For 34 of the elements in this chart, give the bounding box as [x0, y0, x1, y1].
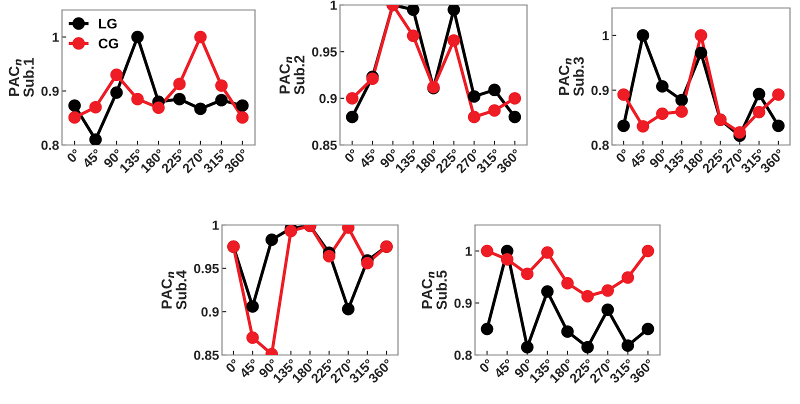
x-tick-label: 0° — [225, 358, 240, 374]
x-tick-label: 45° — [629, 148, 650, 169]
y-tick-label: 0.85 — [312, 140, 337, 150]
y-axis-title: PAC$_{n}$ Sub.4 — [161, 270, 186, 310]
y-tick-label: 1 — [52, 32, 59, 42]
y-tick-label: 1 — [330, 0, 337, 10]
x-tick-label: 45° — [82, 148, 102, 169]
x-tick-label: 45° — [493, 358, 514, 379]
y-tick-label: 0.9 — [201, 307, 219, 317]
y-tick-label: 1 — [466, 246, 472, 256]
y-tick-label: 1 — [212, 220, 219, 230]
y-tick-label: 1 — [602, 31, 609, 40]
y-axis-title: PAC$_{n}$ Sub.5 — [422, 270, 447, 310]
x-tick-label: 0° — [478, 358, 494, 374]
y-axis-title: PAC$_{n}$ Sub.1 — [8, 58, 34, 97]
y-tick-label: 0.9 — [591, 86, 609, 96]
y-tick-label: 0.8 — [41, 140, 59, 150]
y-axis-title: PAC$_{n}$ Sub.2 — [279, 56, 304, 94]
y-tick-label: 0.85 — [194, 350, 219, 360]
x-tick-label: 45° — [358, 148, 379, 169]
legend-label: LG — [99, 18, 117, 29]
x-tick-label: 45° — [238, 358, 260, 379]
x-tick-label: 0° — [66, 148, 82, 164]
y-tick-label: 0.8 — [591, 140, 609, 150]
x-tick-label: 0° — [344, 148, 359, 164]
y-tick-label: 0.9 — [41, 86, 59, 96]
y-tick-label: 0.9 — [319, 94, 337, 104]
y-tick-label: 0.9 — [454, 298, 472, 308]
y-axis-title: PAC$_{n}$ Sub.3 — [558, 57, 584, 96]
y-tick-label: 0.8 — [454, 350, 472, 360]
y-tick-label: 0.95 — [194, 264, 219, 274]
x-tick-label: 0° — [615, 148, 630, 164]
legend-label: CG — [98, 38, 118, 48]
y-tick-label: 0.95 — [312, 47, 337, 57]
